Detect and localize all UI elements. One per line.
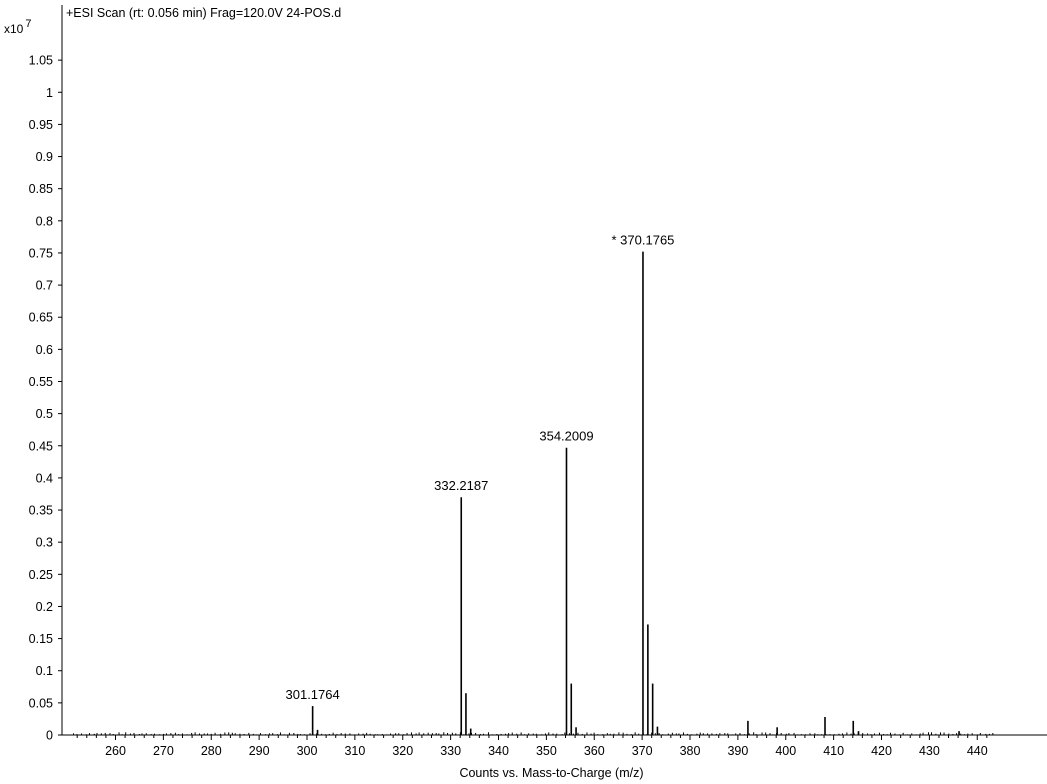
peak-label: * 370.1765 <box>612 233 675 248</box>
y-tick-label: 0.7 <box>36 279 53 293</box>
y-tick-label: 0.45 <box>29 439 53 453</box>
y-tick-label: 0.55 <box>29 375 53 389</box>
x-tick-label: 400 <box>775 744 796 758</box>
peak-series <box>311 251 960 735</box>
x-axis: 260 270 280 290 300 310 320 330 340 350 360 370 380 3… <box>62 734 1047 758</box>
x-tick-label: 350 <box>536 744 557 758</box>
peak-label-group: 301.1764 332.2187 354.2009 * 370.1765 <box>286 233 675 702</box>
y-tick-label: 0.15 <box>29 632 53 646</box>
x-tick-label: 290 <box>249 744 270 758</box>
y-scale-base: x10 <box>4 22 24 36</box>
x-tick-label: 360 <box>584 744 605 758</box>
x-tick-label: 420 <box>871 744 892 758</box>
y-tick-label: 0.6 <box>36 343 53 357</box>
y-tick-label: 0.35 <box>29 504 53 518</box>
y-tick-label: 0.75 <box>29 246 53 260</box>
x-tick-label: 300 <box>297 744 318 758</box>
y-tick-label: 0.85 <box>29 182 53 196</box>
x-axis-label: Counts vs. Mass-to-Charge (m/z) <box>459 766 644 780</box>
peak-label: 301.1764 <box>286 687 340 702</box>
y-tick-label: 1 <box>46 86 53 100</box>
y-tick-label: 0.1 <box>36 664 53 678</box>
y-tick-label: 0.05 <box>29 696 53 710</box>
x-tick-label: 390 <box>727 744 748 758</box>
x-tick-label: 440 <box>967 744 988 758</box>
x-tick-label: 380 <box>680 744 701 758</box>
x-tick-label: 260 <box>105 744 126 758</box>
y-tick-label: 0.25 <box>29 568 53 582</box>
y-axis: 0 0.05 0.1 0.15 0.2 0.25 0.3 0.35 0.4 0.45 0.5 0.55… <box>29 5 63 743</box>
y-tick-label: 0.65 <box>29 311 53 325</box>
y-tick-label: 0.9 <box>36 150 53 164</box>
x-tick-label: 410 <box>823 744 844 758</box>
y-scale-exponent: 7 <box>25 18 32 30</box>
y-tick-label: 0.2 <box>36 600 53 614</box>
x-tick-label: 430 <box>919 744 940 758</box>
peak-label: 354.2009 <box>539 429 593 444</box>
y-scale-label: x10 7 <box>4 18 31 36</box>
y-tick-label: 0 <box>46 729 53 743</box>
y-tick-label: 0.3 <box>36 536 53 550</box>
x-tick-label: 340 <box>488 744 509 758</box>
x-tick-label: 370 <box>632 744 653 758</box>
y-tick-label: 0.4 <box>36 471 53 485</box>
x-tick-label: 280 <box>201 744 222 758</box>
x-tick-label: 270 <box>153 744 174 758</box>
peak-label: 332.2187 <box>434 478 488 493</box>
chart-title: +ESI Scan (rt: 0.056 min) Frag=120.0V 24… <box>66 6 342 20</box>
y-tick-label: 0.95 <box>29 118 53 132</box>
x-tick-label: 320 <box>392 744 413 758</box>
y-tick-label: 1.05 <box>29 54 53 68</box>
y-tick-label: 0.8 <box>36 214 53 228</box>
y-tick-label: 0.5 <box>36 407 53 421</box>
x-tick-label: 310 <box>344 744 365 758</box>
x-tick-label: 330 <box>440 744 461 758</box>
